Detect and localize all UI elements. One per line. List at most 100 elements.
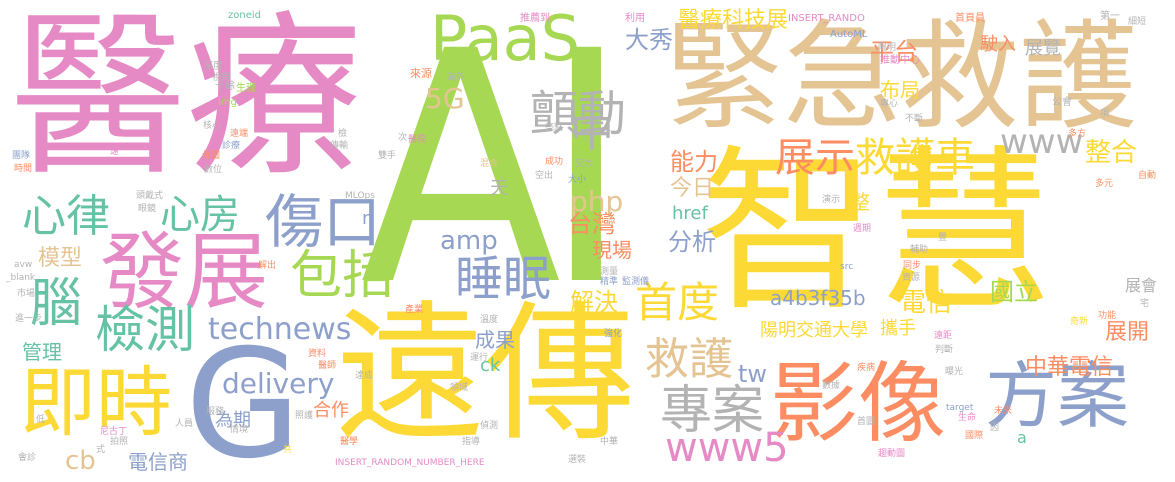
word: 拍照 [110,438,128,447]
word: 成果 [475,330,515,350]
word: 現場 [592,240,632,260]
word: 推動中心 [880,56,920,66]
word: 骨圖 [202,152,220,161]
word: 布局 [880,80,920,100]
word: 次 [398,134,407,143]
word: 醫學 [340,438,358,447]
word: 即時 [20,365,172,441]
word: 奇新 [1070,318,1088,327]
word: 宅 [1140,300,1149,309]
word: 生命 [958,414,976,423]
word: 管理 [22,342,62,362]
word: 陽明交通大學 [760,322,868,340]
word: 因 [990,424,999,433]
word: 視角 [212,74,230,83]
word: 演示 [822,196,840,205]
word: 產業 [405,306,423,315]
word: 疾病 [857,364,875,373]
word: 公會 [1052,98,1072,108]
word: 週期 [853,225,871,234]
word: 包括 [290,250,394,302]
word: 曝光 [945,368,963,377]
word: 心律 [22,195,110,239]
word: 尼古丁 [100,428,127,437]
word: 緊急救護 [665,18,1137,136]
word: INSERT_RANDOM_NUMBER_HERE [335,459,485,468]
word: 首頁員 [955,14,985,24]
word: MLOps [345,192,375,201]
word: 多方 [1068,130,1086,139]
word: 整 [850,192,870,212]
word: 專心 [880,100,898,109]
word: 領域 [450,384,468,393]
word: 陽明 [878,44,896,53]
word: 救護車 [855,138,975,178]
word: 共 [283,446,292,455]
word: 溫度 [480,316,498,325]
word: 偵測 [480,422,498,431]
word: 醫療科技展 [678,10,788,32]
word: 數據 [822,382,840,391]
word: 診療 [222,142,240,151]
word: zoneid [228,11,261,21]
word: avw [14,261,32,270]
word: 解決 [570,290,618,314]
word: 遠端 [230,130,248,139]
word: 監測儀 [622,278,649,287]
word: 照護 [295,412,313,421]
word: n [362,210,373,228]
word: 第一 [1100,12,1120,22]
word: 醫療 [10,10,362,186]
word: 細短 [1128,18,1146,27]
word: 自動 [1138,172,1156,181]
word: 雙手 [378,152,396,161]
word: 深度 [203,62,223,72]
word: a [1017,430,1027,446]
word: 整合 [1085,140,1137,166]
word: 低 [36,416,45,425]
word: 數位 [204,166,222,175]
word: 指導 [462,438,480,447]
word: 電信 [900,290,952,316]
word: 來源 [410,68,432,79]
word: 強化 [604,330,622,339]
word: 未來 [994,407,1012,416]
word: 中華電信 [1025,357,1113,379]
word: 救護 [645,338,733,382]
word: 醫院 [408,136,426,145]
word: 中華 [600,438,618,447]
word: 同步 [903,262,921,271]
word: 功能 [1098,312,1116,321]
word: 亮點 [545,124,563,133]
word: 成功 [545,158,563,167]
word: 豐 [938,234,947,243]
word: amp [440,228,498,254]
word: INSERT_RANDO [788,14,865,24]
word: 進一步 [15,315,42,324]
word: img [218,98,237,108]
word: technews [208,315,351,345]
word: target [946,404,973,413]
word: 運行 [470,354,488,363]
word: 判斷 [935,346,953,355]
word: www5 [665,428,789,468]
word: 式 [96,446,105,455]
word: 駛入 [980,36,1016,54]
word: 輔助 [910,246,928,255]
word: 展示 [775,138,855,178]
word: 睡眠 [455,255,551,303]
word: 天 [490,180,508,198]
word: 電信商 [128,452,188,472]
word: 空出 [535,172,553,181]
word: 醫師 [318,362,336,371]
word: 模型 [38,248,82,270]
word: 會診 [18,454,36,463]
word: 情境 [230,426,248,435]
word: 大小 [568,176,586,185]
word: 眼鏡 [138,205,156,214]
word: 利用 [625,14,645,24]
word: _blank [6,274,35,283]
word: 生理 [236,84,256,94]
word: 展會 [1125,278,1157,294]
